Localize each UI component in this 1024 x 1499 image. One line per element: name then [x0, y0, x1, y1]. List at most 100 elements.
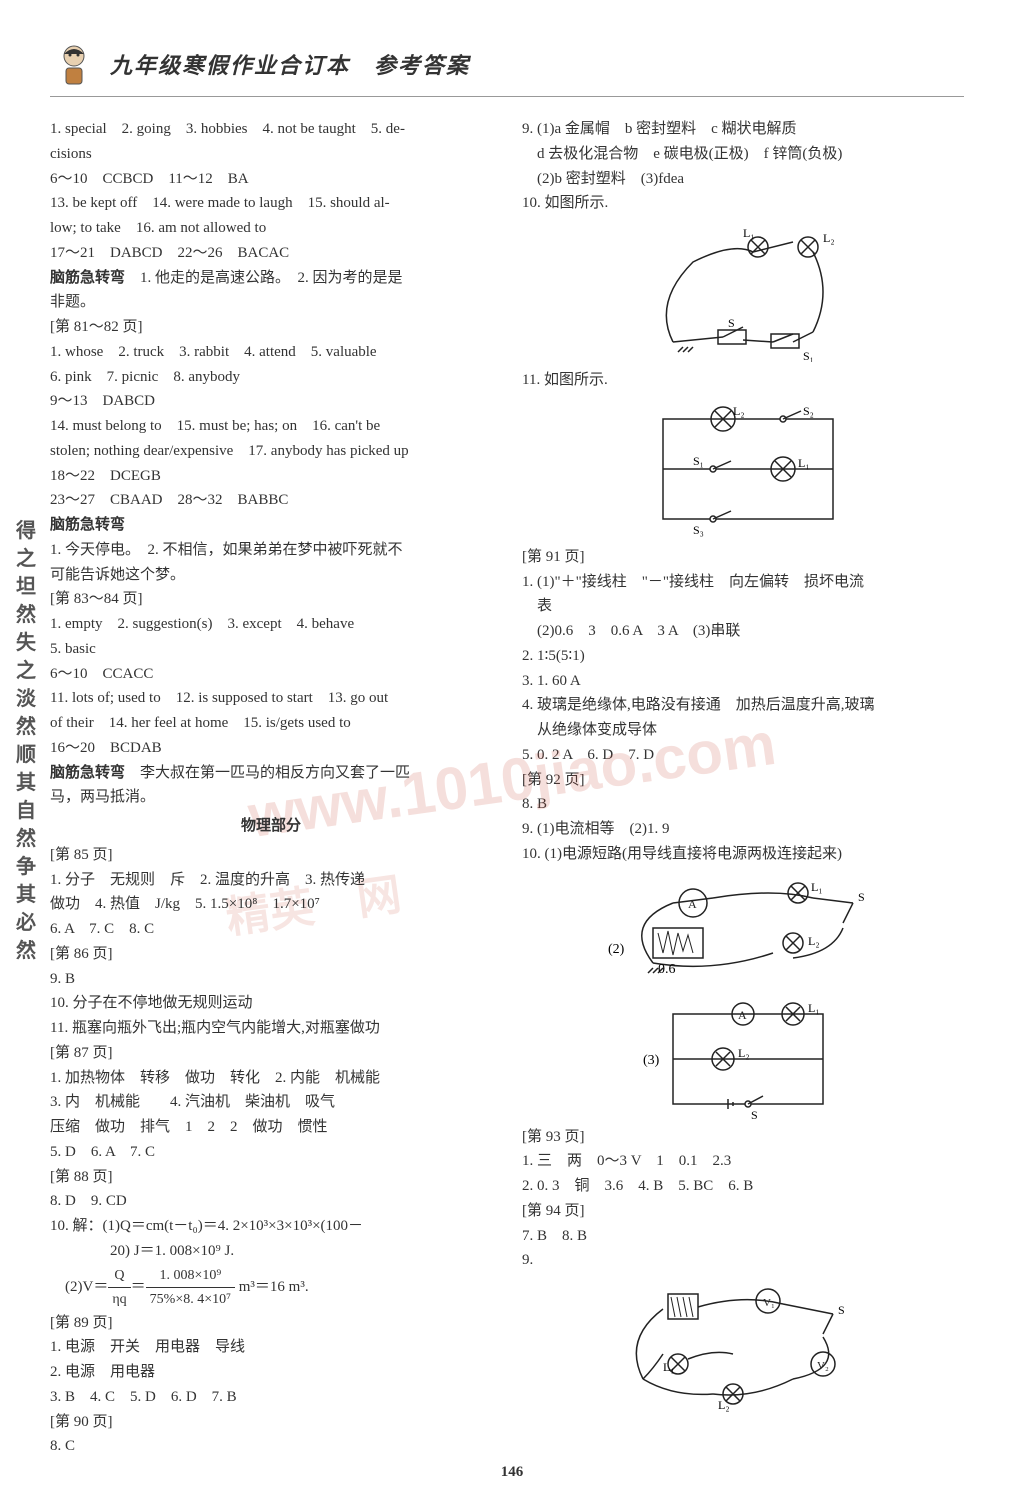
- equation-line: (2)V＝Qηq＝1. 008×10⁹75%×8. 4×10⁷ m³＝16 m³…: [50, 1264, 492, 1311]
- svg-text:A: A: [738, 1008, 747, 1022]
- answer-line: 6～10 CCACC: [50, 662, 492, 687]
- answer-line: 11. 如图所示.: [522, 368, 964, 393]
- answer-line: 1. 电源 开关 用电器 导线: [50, 1335, 492, 1360]
- answer-line: 3. B 4. C 5. D 6. D 7. B: [50, 1385, 492, 1410]
- answer-line: (2)b 密封塑料 (3)fdea: [522, 167, 964, 192]
- answer-line: 从绝缘体变成导体: [522, 718, 964, 743]
- answer-line: 5. 0. 2 A 6. D 7. D: [522, 743, 964, 768]
- page-reference: [第 86 页]: [50, 942, 492, 967]
- page-reference: [第 87 页]: [50, 1041, 492, 1066]
- answer-line: 8. C: [50, 1434, 492, 1459]
- circuit-diagram-4: A (3) L₁ L₂ S: [633, 999, 853, 1119]
- answer-line: 9. (1)a 金属帽 b 密封塑料 c 糊状电解质: [522, 117, 964, 142]
- svg-text:L₂: L₂: [718, 1398, 730, 1412]
- circuit-diagram-5: V₁ V₂ L₁ L₂ S: [593, 1279, 893, 1419]
- answer-line: 13. be kept off 14. were made to laugh 1…: [50, 191, 492, 216]
- answer-line: 非题。: [50, 290, 492, 315]
- answer-line: 1. empty 2. suggestion(s) 3. except 4. b…: [50, 612, 492, 637]
- eq-suffix: m³＝16 m³.: [235, 1279, 309, 1295]
- answer-text: 1. 他走的是高速公路。 2. 因为考的是是: [125, 270, 403, 286]
- svg-text:S₁: S₁: [803, 349, 814, 362]
- answer-line: 脑筋急转弯 李大叔在第一匹马的相反方向又套了一匹: [50, 761, 492, 786]
- answer-line: 可能告诉她这个梦。: [50, 563, 492, 588]
- answer-line: 3. 1. 60 A: [522, 669, 964, 694]
- answer-line: 1. whose 2. truck 3. rabbit 4. attend 5.…: [50, 340, 492, 365]
- page-header: 九年级寒假作业合订本 参考答案: [50, 40, 964, 97]
- svg-text:L₂: L₂: [808, 934, 820, 948]
- page-reference: [第 91 页]: [522, 545, 964, 570]
- answer-line: 7. B 8. B: [522, 1224, 964, 1249]
- svg-text:L₁: L₁: [743, 226, 755, 240]
- fraction-icon: 1. 008×10⁹75%×8. 4×10⁷: [146, 1264, 235, 1311]
- answer-line: (2)0.6 3 0.6 A 3 A (3)串联: [522, 619, 964, 644]
- svg-text:A: A: [688, 897, 697, 911]
- answer-line: 1. 分子 无规则 斥 2. 温度的升高 3. 热传递: [50, 868, 492, 893]
- page-reference: [第 83～84 页]: [50, 587, 492, 612]
- eq-equals: ＝: [131, 1279, 146, 1295]
- answer-line: low; to take 16. am not allowed to: [50, 216, 492, 241]
- answer-line: 压缩 做功 排气 1 2 2 做功 惯性: [50, 1115, 492, 1140]
- answer-line: 3. 内 机械能 4. 汽油机 柴油机 吸气: [50, 1090, 492, 1115]
- answer-line: 5. D 6. A 7. C: [50, 1140, 492, 1165]
- page-reference: [第 88 页]: [50, 1165, 492, 1190]
- left-column: 得之坦然 失之淡然 顺其自然 争其必然 1. special 2. going …: [50, 117, 492, 1459]
- svg-text:L₂: L₂: [823, 231, 835, 245]
- answer-line: 9. B: [50, 967, 492, 992]
- svg-text:L₂: L₂: [738, 1046, 750, 1060]
- answer-line: cisions: [50, 142, 492, 167]
- svg-text:V₁: V₁: [763, 1297, 775, 1309]
- svg-text:S₃: S₃: [693, 523, 704, 537]
- answer-line: 11. 瓶塞向瓶外飞出;瓶内空气内能增大,对瓶塞做功: [50, 1016, 492, 1041]
- answer-line: d 去极化混合物 e 碳电极(正极) f 锌筒(负极): [522, 142, 964, 167]
- page-title: 九年级寒假作业合订本 参考答案: [110, 48, 470, 80]
- answer-line: 5. basic: [50, 637, 492, 662]
- answer-line: 马，两马抵消。: [50, 785, 492, 810]
- svg-text:(3): (3): [643, 1053, 660, 1068]
- right-column: 9. (1)a 金属帽 b 密封塑料 c 糊状电解质 d 去极化混合物 e 碳电…: [522, 117, 964, 1459]
- answer-line: 6～10 CCBCD 11～12 BA: [50, 167, 492, 192]
- answer-line: 14. must belong to 15. must be; has; on …: [50, 414, 492, 439]
- answer-line: 表: [522, 594, 964, 619]
- svg-text:S: S: [751, 1108, 758, 1119]
- answer-line: 10. 分子在不停地做无规则运动: [50, 991, 492, 1016]
- svg-text:0.6: 0.6: [658, 962, 676, 977]
- answer-line: 10. 如图所示.: [522, 191, 964, 216]
- svg-text:S: S: [728, 316, 735, 330]
- svg-text:(2): (2): [608, 942, 625, 957]
- answer-line: 1. special 2. going 3. hobbies 4. not be…: [50, 117, 492, 142]
- brain-teaser-label: 脑筋急转弯: [50, 513, 492, 538]
- answer-text: 李大叔在第一匹马的相反方向又套了一匹: [125, 765, 410, 781]
- answer-line: 1. (1)"＋"接线柱 "－"接线柱 向左偏转 损坏电流: [522, 570, 964, 595]
- answer-line: 脑筋急转弯 1. 他走的是高速公路。 2. 因为考的是是: [50, 266, 492, 291]
- answer-line: 9～13 DABCD: [50, 389, 492, 414]
- answer-line: 4. 玻璃是绝缘体,电路没有接通 加热后温度升高,玻璃: [522, 693, 964, 718]
- svg-text:S₂: S₂: [803, 404, 814, 418]
- svg-text:S: S: [838, 1303, 845, 1317]
- page-reference: [第 89 页]: [50, 1311, 492, 1336]
- answer-line: 2. 1∶5(5∶1): [522, 644, 964, 669]
- answer-line: 9. (1)电流相等 (2)1. 9: [522, 817, 964, 842]
- answer-line: 做功 4. 热值 J/kg 5. 1.5×10⁸ 1.7×10⁷: [50, 892, 492, 917]
- answer-line: 9.: [522, 1248, 964, 1273]
- page-reference: [第 94 页]: [522, 1199, 964, 1224]
- svg-text:L₁: L₁: [798, 456, 810, 470]
- answer-line: 20) J＝1. 008×10⁹ J.: [50, 1239, 492, 1264]
- svg-text:L₁: L₁: [808, 1001, 820, 1015]
- answer-line: 6. A 7. C 8. C: [50, 917, 492, 942]
- page-reference: [第 92 页]: [522, 768, 964, 793]
- svg-text:S₁: S₁: [693, 454, 704, 468]
- brain-teaser-label: 脑筋急转弯: [50, 765, 125, 781]
- eq-prefix: (2)V＝: [50, 1279, 108, 1295]
- answer-line: 10. (1)电源短路(用导线直接将电源两极连接起来): [522, 842, 964, 867]
- fraction-icon: Qηq: [108, 1264, 130, 1311]
- answer-line: stolen; nothing dear/expensive 17. anybo…: [50, 439, 492, 464]
- answer-line: 1. 加热物体 转移 做功 转化 2. 内能 机械能: [50, 1066, 492, 1091]
- side-vertical-text: 得之坦然 失之淡然 顺其自然 争其必然: [14, 517, 38, 965]
- answer-line: 17～21 DABCD 22～26 BACAC: [50, 241, 492, 266]
- answer-line: 8. B: [522, 792, 964, 817]
- header-cartoon-icon: [50, 40, 98, 88]
- answer-line: 2. 电源 用电器: [50, 1360, 492, 1385]
- answer-line: 1. 三 两 0～3 V 1 0.1 2.3: [522, 1149, 964, 1174]
- svg-text:S: S: [858, 890, 865, 904]
- page-reference: [第 85 页]: [50, 843, 492, 868]
